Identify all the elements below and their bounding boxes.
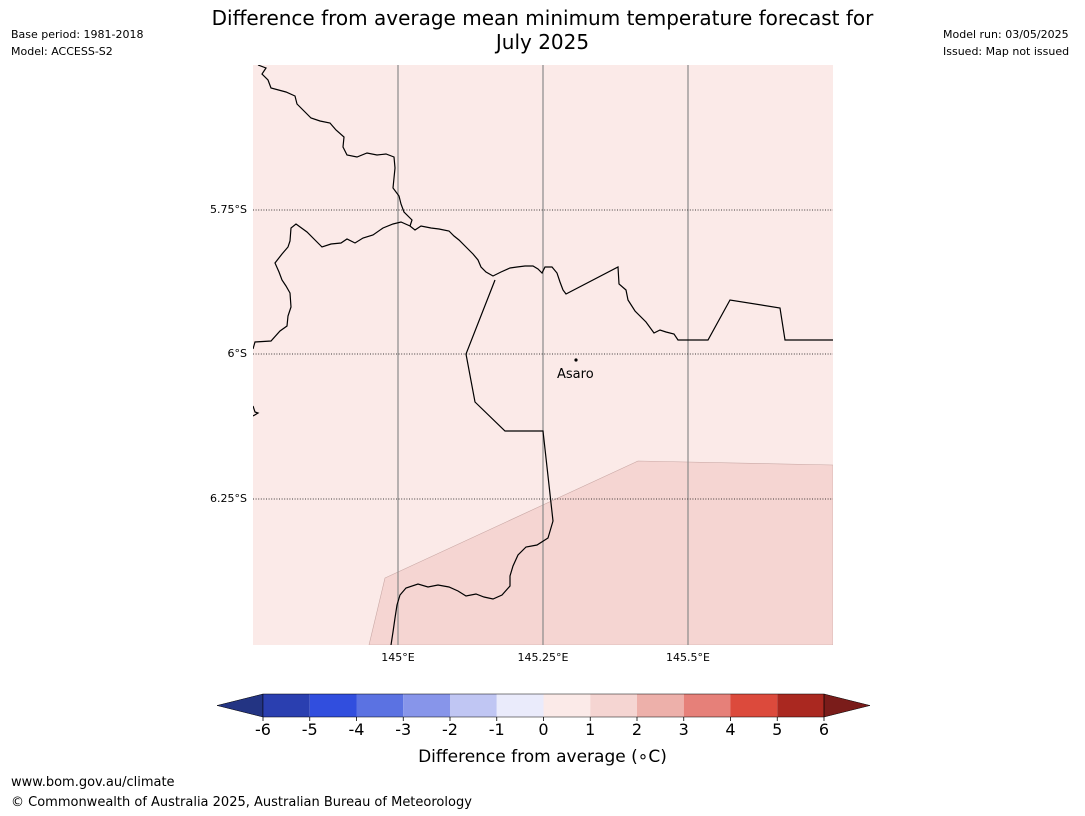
colorbar-tick-label: 5 <box>772 720 782 739</box>
colorbar-tick-label: 2 <box>632 720 642 739</box>
asaro-label: Asaro <box>557 367 594 382</box>
lat-label-6s: 6°S <box>228 347 247 360</box>
colorbar-bin <box>356 694 404 717</box>
colorbar-label: Difference from average (∘C) <box>418 747 667 767</box>
colorbar-tick-label: -2 <box>442 720 458 739</box>
colorbar-tick-label: 4 <box>725 720 735 739</box>
colorbar-bin <box>590 694 637 717</box>
meta-left: Base period: 1981-2018 Model: ACCESS-S2 <box>11 26 143 60</box>
colorbar-bin <box>309 694 357 717</box>
colorbar-tick-label: -3 <box>395 720 411 739</box>
anomaly-region-southeast <box>368 460 833 645</box>
model-run: Model run: 03/05/2025 <box>943 28 1069 41</box>
asaro-marker <box>574 358 578 362</box>
lat-label-6-25s: 6.25°S <box>210 492 247 505</box>
colorbar-tick-label: 0 <box>538 720 548 739</box>
colorbar-bin <box>450 694 497 717</box>
base-period: Base period: 1981-2018 <box>11 28 144 41</box>
colorbar-bin <box>683 694 731 717</box>
colorbar-bin <box>263 694 310 717</box>
title-line-2: July 2025 <box>495 30 590 54</box>
colorbar-tick-label: 3 <box>679 720 689 739</box>
model-name: Model: ACCESS-S2 <box>11 45 113 58</box>
colorbar-bin <box>403 694 450 717</box>
lon-label-145e: 145°E <box>381 651 414 664</box>
lat-label-5-75s: 5.75°S <box>210 203 247 216</box>
boundary-northwest <box>257 65 413 227</box>
colorbar-tick-label: 6 <box>819 720 829 739</box>
title-line-1: Difference from average mean minimum tem… <box>211 6 874 30</box>
meta-right: Model run: 03/05/2025 Issued: Map not is… <box>943 26 1069 60</box>
colorbar-bin <box>496 694 544 717</box>
map-title: Difference from average mean minimum tem… <box>170 6 915 54</box>
issued-status: Issued: Map not issued <box>943 45 1070 58</box>
boundary-south <box>390 279 554 645</box>
boundary-central <box>253 221 833 350</box>
colorbar-bin <box>543 694 591 717</box>
colorbar-tick-label: -1 <box>489 720 505 739</box>
colorbar-tick-label: -6 <box>255 720 271 739</box>
footer-copyright: © Commonwealth of Australia 2025, Austra… <box>11 795 472 810</box>
lon-label-145-25e: 145.25°E <box>518 651 569 664</box>
colorbar-tick-label: 1 <box>585 720 595 739</box>
colorbar-bin <box>777 694 824 717</box>
colorbar-tick-label: -5 <box>302 720 318 739</box>
boundary-west-fragment <box>253 405 260 417</box>
colorbar-extend-high <box>823 693 871 718</box>
footer-url: www.bom.gov.au/climate <box>11 775 175 790</box>
colorbar-bin <box>730 694 778 717</box>
colorbar-bins <box>216 693 871 718</box>
colorbar-extend-low <box>216 693 264 718</box>
colorbar-tick-label: -4 <box>349 720 365 739</box>
colorbar-bin <box>637 694 684 717</box>
lon-label-145-5e: 145.5°E <box>666 651 710 664</box>
map-area: Asaro <box>253 65 833 645</box>
colorbar-ticks: -6 -5 -4 -3 -2 -1 0 1 2 3 4 5 6 <box>255 717 829 739</box>
